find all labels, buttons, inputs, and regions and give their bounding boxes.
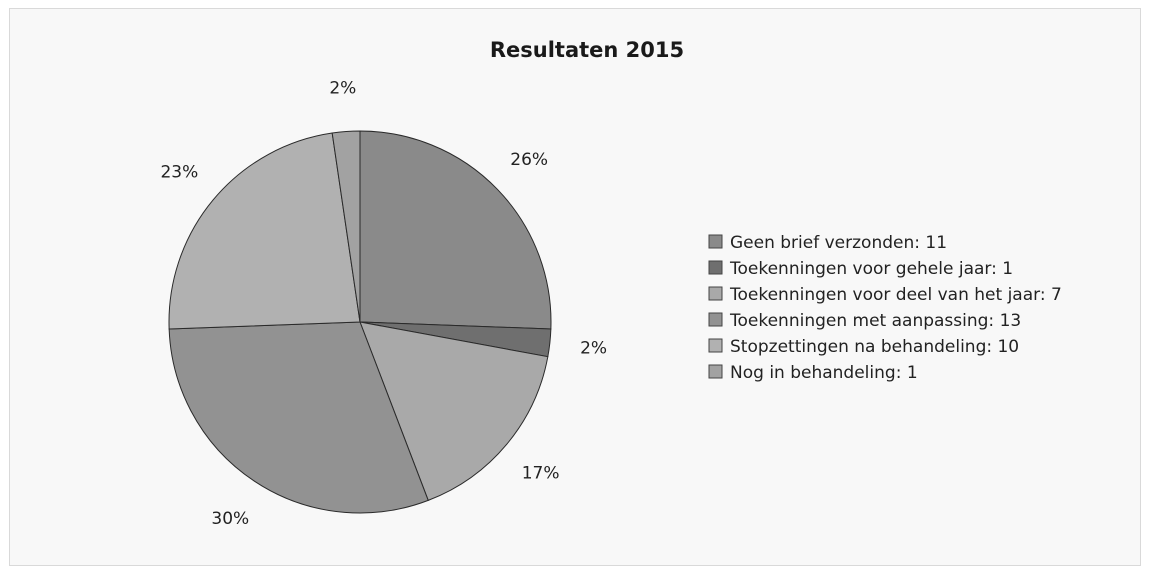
legend-swatch-geen-brief-verzonden [708, 234, 723, 249]
legend-swatch-stopzettingen-na-behandeling [708, 338, 723, 353]
legend-swatch-nog-in-behandeling [708, 364, 723, 379]
chart-frame: Resultaten 2015 26% 2% 17% 30% 23% 2% Geen br… [9, 8, 1141, 566]
pie-slice-stopzettingen-na-behandeling [168, 132, 361, 330]
legend-label-toekenningen-voor-gehele-jaar: Toekenningen voor gehele jaar: 1 [729, 259, 1013, 279]
pie-slice-toekenningen-voor-deel-van-het-jaar [359, 321, 549, 502]
legend-label-nog-in-behandeling: Nog in behandeling: 1 [730, 363, 918, 383]
legend-swatch-toekenningen-voor-deel-van-het-jaar [708, 286, 723, 301]
legend-label-toekenningen-voor-deel-van-het-jaar: Toekenningen voor deel van het jaar: 7 [729, 285, 1062, 305]
pie-slice-nog-in-behandeling [331, 130, 361, 323]
percent-label-toekenningen-voor-deel-van-het-jaar: 17% [522, 463, 560, 483]
legend-label-geen-brief-verzonden: Geen brief verzonden: 11 [730, 233, 947, 253]
percent-label-toekenningen-met-aanpassing: 30% [211, 509, 249, 529]
chart-title: Resultaten 2015 [490, 38, 684, 62]
pie-chart: Resultaten 2015 26% 2% 17% 30% 23% 2% Geen br… [160, 38, 1062, 529]
pie-slice-geen-brief-verzonden [359, 130, 552, 330]
percent-label-toekenningen-voor-gehele-jaar: 2% [580, 339, 607, 359]
pie-slice-toekenningen-met-aanpassing [168, 321, 429, 514]
legend-label-stopzettingen-na-behandeling: Stopzettingen na behandeling: 10 [730, 337, 1019, 357]
legend: Geen brief verzonden: 11 Toekenningen voo… [708, 233, 1062, 383]
percent-label-nog-in-behandeling: 2% [329, 79, 356, 99]
pie-slices [168, 130, 552, 514]
percent-label-stopzettingen-na-behandeling: 23% [160, 163, 198, 183]
legend-swatch-toekenningen-voor-gehele-jaar [708, 260, 723, 275]
percent-label-geen-brief-verzonden: 26% [510, 150, 548, 170]
legend-label-toekenningen-met-aanpassing: Toekenningen met aanpassing: 13 [729, 311, 1021, 331]
percent-labels: 26% 2% 17% 30% 23% 2% [160, 79, 607, 529]
legend-swatch-toekenningen-met-aanpassing [708, 312, 723, 327]
